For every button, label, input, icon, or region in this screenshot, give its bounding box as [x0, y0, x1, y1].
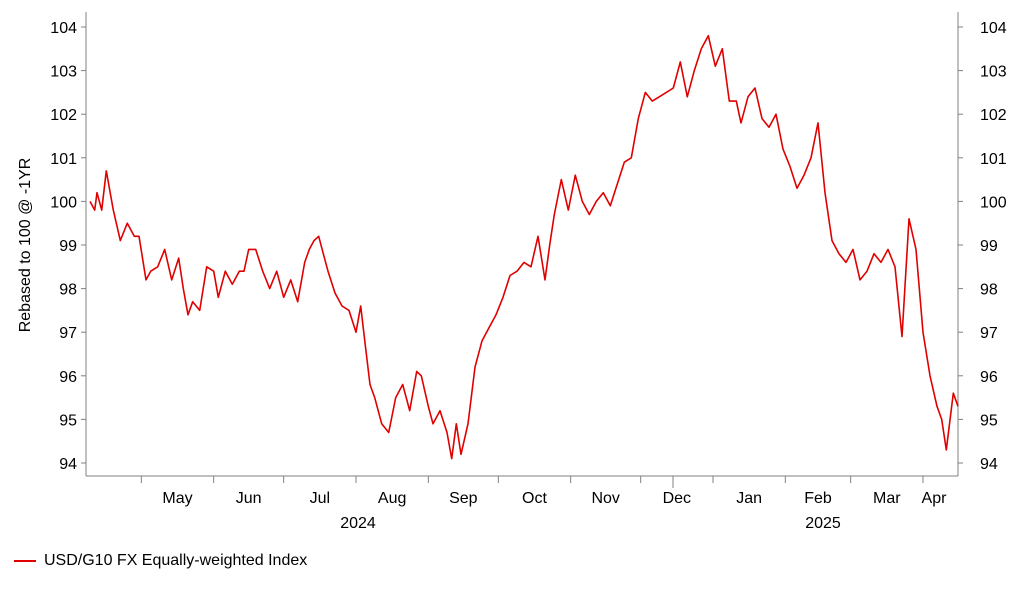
- y-tick-label-right: 101: [980, 151, 1007, 168]
- legend-label: USD/G10 FX Equally-weighted Index: [44, 552, 308, 569]
- legend-swatch: [14, 560, 36, 562]
- left-y-ticks: 94 95 96 97 98 99 100 101 102 103 104: [50, 20, 86, 473]
- y-tick-label-left: 94: [59, 456, 77, 473]
- legend: USD/G10 FX Equally-weighted Index: [14, 552, 307, 570]
- x-month-label: Mar: [873, 490, 901, 507]
- y-tick-label-left: 104: [50, 20, 77, 37]
- y-tick-label-left: 96: [59, 369, 77, 386]
- y-tick-label-right: 99: [980, 238, 998, 255]
- y-tick-label-right: 96: [980, 369, 998, 386]
- x-month-label: Oct: [522, 490, 547, 507]
- y-tick-label-left: 101: [50, 151, 77, 168]
- x-month-label: Aug: [378, 490, 406, 507]
- x-ticks: May Jun Jul Aug Sep Oct Nov Dec Jan Feb Mar Apr 2024…: [140, 476, 948, 532]
- x-month-label: Jun: [236, 490, 262, 507]
- series-layer: [89, 34, 959, 460]
- y-tick-label-right: 97: [980, 325, 998, 342]
- x-month-label: Apr: [922, 490, 948, 507]
- y-tick-label-left: 102: [50, 107, 77, 124]
- y-tick-label-left: 95: [59, 412, 77, 429]
- x-month-label: May: [162, 490, 192, 507]
- y-tick-label-right: 95: [980, 412, 998, 429]
- x-month-label: Jan: [736, 490, 762, 507]
- x-month-label: Feb: [804, 490, 832, 507]
- y-tick-label-right: 104: [980, 20, 1007, 37]
- y-tick-label-right: 103: [980, 64, 1007, 81]
- x-month-label: Nov: [591, 490, 619, 507]
- right-y-ticks: 94 95 96 97 98 99 100 101 102 103 104: [958, 20, 1007, 473]
- series-line-0: [89, 34, 959, 460]
- axes: [85, 12, 959, 477]
- y-tick-label-right: 98: [980, 282, 998, 299]
- y-tick-label-left: 97: [59, 325, 77, 342]
- y-tick-label-left: 103: [50, 64, 77, 81]
- x-month-label: Sep: [449, 490, 478, 507]
- y-tick-label-right: 102: [980, 107, 1007, 124]
- x-year-label: 2024: [340, 515, 376, 532]
- y-axis-label: Rebased to 100 @ -1YR: [17, 158, 34, 333]
- y-tick-label-left: 98: [59, 282, 77, 299]
- y-tick-label-right: 100: [980, 194, 1007, 211]
- y-tick-label-left: 99: [59, 238, 77, 255]
- x-month-label: Dec: [663, 490, 691, 507]
- x-month-label: Jul: [310, 490, 330, 507]
- y-tick-label-left: 100: [50, 194, 77, 211]
- x-year-label: 2025: [805, 515, 841, 532]
- y-tick-label-right: 94: [980, 456, 998, 473]
